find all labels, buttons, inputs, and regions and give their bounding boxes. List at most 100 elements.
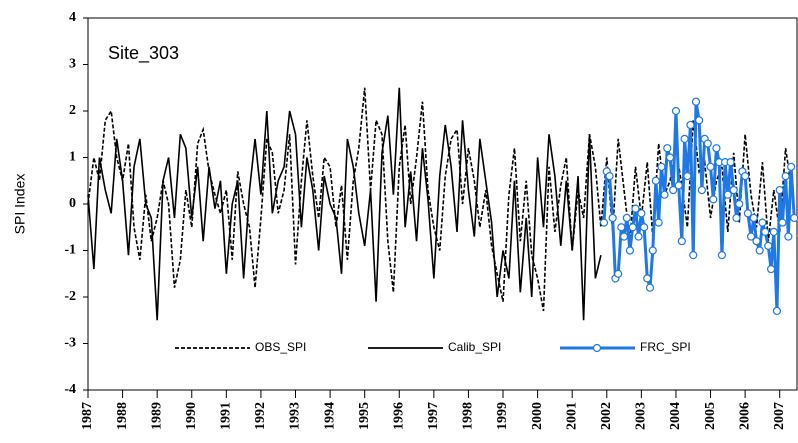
- y-tick-label: -1: [64, 243, 76, 258]
- y-tick-label: -2: [64, 289, 76, 304]
- series-marker: [741, 172, 750, 181]
- series-marker: [764, 241, 773, 250]
- y-tick-label: 3: [69, 57, 76, 72]
- series-marker: [683, 172, 692, 181]
- series-marker: [723, 190, 732, 199]
- series-marker: [784, 232, 793, 241]
- series-line: [87, 87, 792, 312]
- y-tick-label: 2: [69, 103, 76, 118]
- series-marker: [778, 218, 787, 227]
- series-marker: [769, 227, 778, 236]
- series-marker: [663, 144, 672, 153]
- series-marker: [648, 246, 657, 255]
- x-tick-label: 1991: [219, 402, 234, 430]
- series-marker: [703, 139, 712, 148]
- series-marker: [790, 213, 798, 223]
- series-marker: [608, 213, 617, 223]
- x-tick-label: 2002: [599, 402, 614, 430]
- series-marker: [614, 269, 623, 278]
- series-marker: [628, 223, 637, 232]
- series-marker: [671, 106, 681, 116]
- series-marker: [766, 265, 776, 274]
- series-marker: [634, 232, 643, 241]
- x-tick-label: 1999: [495, 402, 510, 430]
- series-marker: [617, 223, 626, 232]
- x-tick-label: 1987: [80, 402, 95, 430]
- series-marker: [749, 213, 758, 223]
- legend-label: Calib_SPI: [448, 340, 501, 354]
- series-marker: [706, 162, 715, 171]
- y-tick-label: 1: [69, 150, 76, 165]
- series-marker: [637, 209, 646, 218]
- series-marker: [605, 172, 614, 181]
- series-marker: [772, 306, 782, 316]
- series-marker: [645, 283, 655, 292]
- series-marker: [677, 237, 686, 246]
- series-marker: [657, 162, 666, 171]
- x-tick-label: 1995: [357, 402, 372, 430]
- series-marker: [651, 176, 660, 185]
- series-marker: [746, 232, 756, 241]
- x-tick-label: 2001: [564, 402, 579, 430]
- y-tick-label: -3: [64, 336, 76, 351]
- y-tick-label: -4: [64, 382, 76, 397]
- series-marker: [643, 274, 652, 283]
- series-marker: [712, 144, 721, 153]
- y-tick-label: 0: [69, 196, 76, 211]
- x-tick-label: 1994: [322, 402, 337, 430]
- series-marker: [654, 218, 663, 227]
- series-marker: [660, 190, 669, 199]
- series-line: [87, 87, 602, 321]
- x-tick-label: 1988: [115, 402, 130, 430]
- series-marker: [787, 162, 796, 171]
- legend-marker: [592, 343, 602, 353]
- series-marker: [625, 246, 635, 255]
- series-marker: [680, 134, 689, 143]
- series-marker: [674, 181, 683, 190]
- series-marker: [726, 158, 735, 167]
- series-marker: [717, 251, 727, 260]
- x-tick-label: 1993: [288, 402, 303, 430]
- series-marker: [732, 213, 741, 223]
- series-marker: [761, 227, 770, 236]
- series-marker: [697, 185, 706, 195]
- y-axis-label: SPI Index: [12, 174, 28, 235]
- x-tick-label: 1990: [184, 402, 199, 430]
- series-marker: [729, 185, 738, 195]
- x-tick-label: 2006: [737, 402, 752, 430]
- series-marker: [758, 218, 767, 227]
- series-marker: [775, 185, 784, 195]
- series-marker: [631, 204, 640, 213]
- series-marker: [665, 153, 675, 162]
- series-marker: [755, 246, 764, 255]
- series-marker: [619, 232, 629, 241]
- series-marker: [735, 199, 744, 209]
- x-tick-label: 1998: [461, 402, 476, 430]
- series-marker: [781, 172, 790, 181]
- x-tick-label: 2004: [668, 402, 683, 430]
- legend-label: OBS_SPI: [255, 340, 306, 354]
- x-tick-label: 1992: [253, 402, 268, 430]
- series-marker: [686, 120, 695, 130]
- series-marker: [689, 251, 698, 260]
- series-marker: [743, 209, 752, 218]
- series-marker: [669, 185, 678, 195]
- series-marker: [622, 213, 631, 223]
- site-annotation: Site_303: [108, 43, 179, 64]
- series-marker: [695, 116, 704, 125]
- y-tick-label: 4: [69, 10, 76, 25]
- series-marker: [691, 97, 701, 106]
- series-marker: [599, 218, 609, 227]
- x-tick-label: 2005: [703, 402, 718, 430]
- series-marker: [640, 223, 649, 232]
- series-marker: [752, 237, 761, 246]
- series-marker: [709, 195, 718, 204]
- x-tick-label: 1997: [426, 402, 441, 430]
- x-tick-label: 2000: [530, 402, 545, 430]
- x-tick-label: 1996: [391, 402, 406, 430]
- x-tick-label: 2007: [772, 402, 787, 430]
- x-tick-label: 2003: [634, 402, 649, 430]
- x-tick-label: 1989: [149, 402, 164, 430]
